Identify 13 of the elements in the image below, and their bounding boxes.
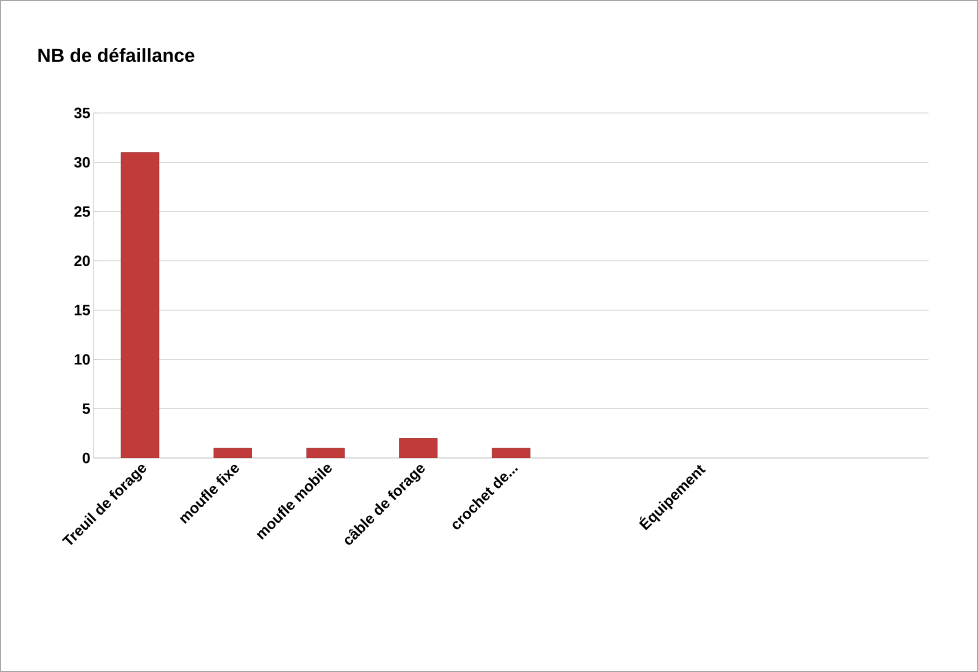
- bar: [120, 152, 160, 458]
- y-tick-label: 25: [74, 206, 90, 217]
- y-tick-label: 30: [74, 156, 90, 168]
- y-tick-label: 20: [74, 256, 90, 266]
- y-tick-label: 10: [74, 354, 90, 365]
- chart-title: NB de défaillance: [38, 48, 194, 62]
- y-tick-label: 5: [82, 403, 90, 414]
- y-tick-label: 0: [82, 452, 90, 464]
- bar: [399, 438, 438, 458]
- bar: [214, 448, 252, 458]
- y-tick-label: 15: [74, 304, 90, 316]
- y-tick-label: 35: [74, 108, 90, 118]
- bar: [492, 448, 530, 458]
